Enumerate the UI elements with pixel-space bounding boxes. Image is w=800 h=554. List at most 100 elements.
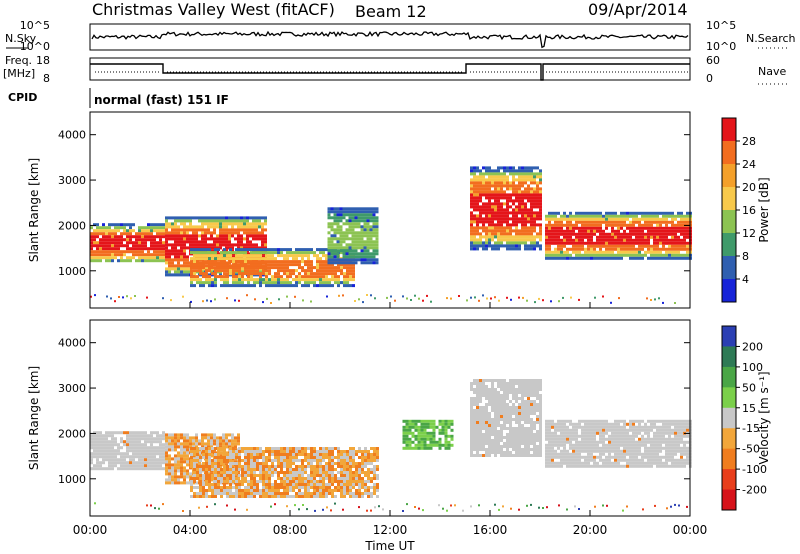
heatmap-cell: [174, 469, 177, 473]
heatmap-cell: [265, 281, 268, 285]
heatmap-cell: [211, 447, 214, 450]
heatmap-cell: [220, 474, 223, 477]
heatmap-cell: [447, 425, 451, 429]
heatmap-cell: [360, 246, 364, 250]
heatmap-cell: [177, 460, 180, 464]
heatmap-cell: [360, 249, 364, 253]
heatmap-cell: [644, 241, 647, 245]
heatmap-cell: [345, 237, 349, 241]
heatmap-cell: [587, 244, 590, 248]
heatmap-cell: [524, 178, 527, 182]
heatmap-cell: [214, 492, 217, 495]
heatmap-cell: [327, 210, 331, 214]
heatmap-cell: [360, 234, 364, 238]
freq-trace: [90, 63, 690, 81]
heatmap-cell: [473, 202, 476, 206]
heatmap-cell: [250, 447, 253, 450]
heatmap-cell: [530, 181, 533, 185]
heatmap-cell: [677, 211, 680, 215]
heatmap-cell: [488, 169, 491, 173]
heatmap-cell: [244, 489, 247, 492]
heatmap-cell: [252, 225, 255, 229]
heatmap-cell: [602, 232, 605, 236]
heatmap-cell: [364, 465, 367, 468]
heatmap-cell: [271, 462, 274, 465]
heatmap-cell: [584, 232, 587, 236]
heatmap-cell: [295, 483, 298, 486]
heatmap-cell: [244, 266, 247, 270]
heatmap-cell: [494, 202, 497, 206]
heatmap-cell: [366, 219, 370, 223]
heatmap-cell: [156, 253, 159, 257]
heatmap-cell: [450, 419, 454, 423]
heatmap-cell: [196, 471, 199, 474]
heatmap-cell: [363, 222, 367, 226]
heatmap-cell: [473, 166, 476, 170]
heatmap-cell: [420, 422, 424, 426]
heatmap-cell: [295, 269, 298, 273]
heatmap-cell: [240, 219, 243, 223]
heatmap-cell: [479, 193, 482, 197]
heatmap-cell: [277, 254, 280, 258]
speckle-cell: [302, 299, 304, 302]
heatmap-cell: [470, 232, 473, 236]
heatmap-cell: [99, 253, 102, 257]
heatmap-cell: [192, 225, 195, 229]
heatmap-cell: [671, 253, 674, 257]
heatmap-cell: [177, 457, 180, 461]
heatmap-cell: [190, 281, 193, 285]
heatmap-cell: [123, 455, 126, 459]
heatmap-cell: [500, 205, 503, 209]
heatmap-cell: [129, 238, 132, 242]
heatmap-cell: [180, 433, 183, 437]
heatmap-cell: [298, 489, 301, 492]
heatmap-cell: [346, 278, 349, 282]
heatmap-cell: [162, 229, 165, 233]
heatmap-cell: [277, 462, 280, 465]
heatmap-cell: [479, 208, 482, 212]
heatmap-cell: [286, 471, 289, 474]
heatmap-cell: [644, 250, 647, 254]
heatmap-cell: [569, 238, 572, 242]
heatmap-cell: [503, 220, 506, 224]
heatmap-cell: [638, 229, 641, 233]
heatmap-cell: [204, 267, 207, 271]
heatmap-cell: [232, 257, 235, 261]
heatmap-cell: [159, 229, 162, 233]
heatmap-cell: [253, 468, 256, 471]
heatmap-cell: [560, 247, 563, 251]
heatmap-cell: [120, 259, 123, 263]
heatmap-cell: [219, 228, 222, 232]
heatmap-cell: [620, 241, 623, 245]
heatmap-cell: [322, 471, 325, 474]
heatmap-cell: [581, 238, 584, 242]
heatmap-cell: [548, 229, 551, 233]
heatmap-cell: [211, 254, 214, 258]
heatmap-cell: [280, 495, 283, 498]
heatmap-cell: [252, 228, 255, 232]
heatmap-cell: [256, 278, 259, 282]
heatmap-cell: [268, 492, 271, 495]
heatmap-cell: [518, 220, 521, 224]
heatmap-cell: [355, 462, 358, 465]
speckle-cell: [490, 297, 492, 300]
heatmap-cell: [132, 440, 135, 444]
heatmap-cell: [444, 440, 448, 444]
heatmap-cell: [141, 461, 144, 465]
heatmap-cell: [271, 459, 274, 462]
heatmap-cell: [271, 266, 274, 270]
heatmap-cell: [250, 251, 253, 255]
heatmap-cell: [587, 220, 590, 224]
heatmap-cell: [190, 486, 193, 489]
heatmap-cell: [177, 243, 180, 247]
heatmap-cell: [372, 249, 376, 253]
heatmap-cell: [557, 238, 560, 242]
heatmap-cell: [141, 247, 144, 251]
heatmap-cell: [250, 462, 253, 465]
heatmap-cell: [316, 450, 319, 453]
heatmap-cell: [509, 238, 512, 242]
heatmap-cell: [123, 458, 126, 462]
heatmap-cell: [192, 246, 195, 250]
heatmap-cell: [322, 465, 325, 468]
heatmap-cell: [491, 217, 494, 221]
